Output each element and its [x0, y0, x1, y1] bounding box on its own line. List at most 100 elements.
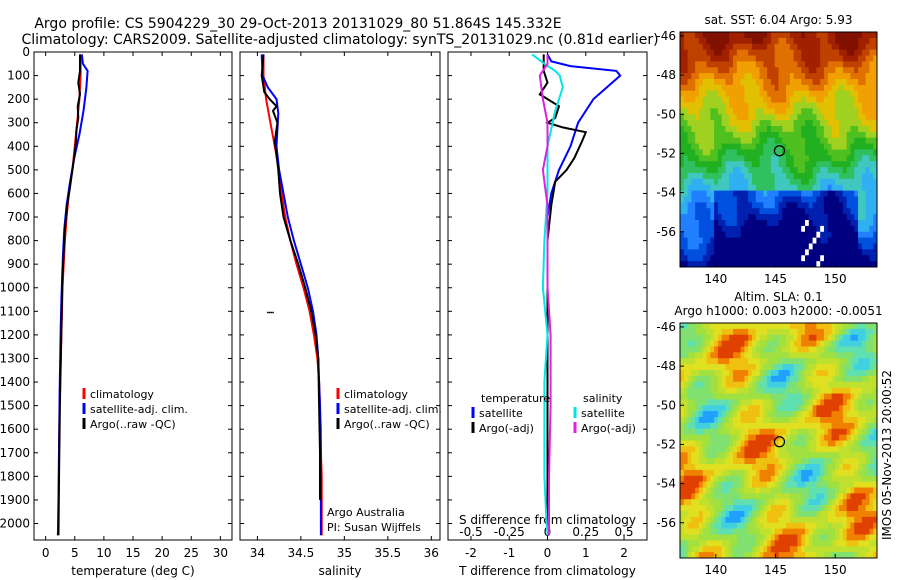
map-cell [698, 32, 704, 39]
map-cell [865, 399, 870, 406]
map-cell [680, 67, 685, 74]
map-cell [729, 190, 734, 197]
map-cell [740, 493, 745, 500]
map-cell [793, 126, 798, 133]
map-cell [854, 458, 859, 465]
map-cell [854, 43, 859, 51]
map-cell [767, 96, 772, 103]
map-cell [698, 393, 704, 400]
map-cell [680, 225, 685, 233]
map-cell [808, 43, 813, 51]
map-cell [736, 131, 742, 139]
map-cell [865, 434, 870, 441]
map-cell [835, 255, 840, 262]
map-cell [759, 255, 764, 262]
map-cell [721, 126, 726, 133]
map-cell [854, 231, 859, 239]
map-cell [683, 231, 688, 239]
map-cell [842, 225, 848, 233]
map-cell [835, 534, 840, 541]
map-cell [702, 328, 707, 336]
map-cell [842, 214, 848, 221]
map-cell [850, 469, 855, 477]
map-cell [786, 261, 791, 268]
map-cell [797, 440, 802, 447]
map-cell [820, 108, 825, 115]
map-cell [835, 434, 840, 441]
map-cell [683, 79, 688, 86]
map-cell [680, 405, 685, 412]
map-cell [812, 120, 817, 127]
map-cell [744, 184, 749, 192]
map-cell [717, 249, 723, 256]
map-cell [706, 534, 711, 541]
map-cell [691, 143, 696, 150]
map-cell [816, 167, 821, 174]
map-cell [736, 516, 742, 524]
map-cell [801, 261, 806, 268]
map-cell [835, 364, 840, 371]
map-cell [812, 346, 817, 353]
map-cell [778, 32, 783, 39]
map-cell [736, 102, 742, 109]
map-cell [759, 190, 764, 197]
map-cell [729, 49, 734, 56]
map-cell [831, 255, 836, 262]
map-cell [725, 190, 730, 197]
map-cell [839, 32, 844, 39]
map-cell [702, 55, 707, 62]
map-cell [714, 393, 719, 400]
map-cell [797, 487, 802, 494]
map-cell [801, 126, 806, 133]
map-cell [740, 422, 745, 430]
map-cell [759, 334, 764, 342]
x-tick-label: 36 [424, 546, 439, 560]
map-cell [823, 464, 829, 471]
map-cell [858, 67, 863, 74]
map-cell [702, 481, 707, 488]
map-cell [774, 487, 779, 494]
map-cell [774, 452, 779, 459]
map-cell [812, 440, 817, 447]
map-cell [680, 184, 685, 192]
map-cell [846, 546, 851, 553]
map-cell [816, 499, 821, 506]
map-cell [801, 73, 806, 80]
map-cell [717, 126, 723, 133]
map-cell [865, 79, 870, 86]
map-cell [869, 249, 874, 256]
map-cell [736, 220, 742, 227]
map-cell [812, 422, 817, 430]
map-cell [729, 475, 734, 483]
map-cell [789, 387, 795, 394]
map-cell [846, 220, 851, 227]
map-cell [873, 67, 878, 74]
map-cell [873, 428, 878, 436]
map-cell [831, 464, 836, 471]
map-cell [683, 434, 688, 441]
map-cell [680, 417, 685, 424]
map-cell [854, 220, 859, 227]
map-cell [748, 528, 753, 535]
map-cell [812, 481, 817, 488]
map-cell [786, 352, 791, 359]
map-cell [827, 167, 832, 174]
map-cell [683, 552, 688, 559]
map-cell [736, 55, 742, 62]
map-cell [763, 417, 768, 424]
series-line-argorawqc [260, 54, 321, 500]
map-cell [714, 417, 719, 424]
map-cell [763, 475, 768, 483]
map-cell [695, 387, 700, 394]
map-cell [733, 405, 738, 412]
map-cell [778, 434, 783, 441]
map-cell [786, 161, 791, 168]
map-cell [751, 237, 757, 244]
map-cell [763, 328, 768, 336]
figure-title-line2: Climatology: CARS2009. Satellite-adjuste… [21, 32, 658, 48]
map-cell [691, 375, 696, 383]
map-cell [702, 546, 707, 553]
map-cell [778, 522, 783, 530]
map-cell [702, 161, 707, 168]
map-cell [740, 237, 745, 244]
